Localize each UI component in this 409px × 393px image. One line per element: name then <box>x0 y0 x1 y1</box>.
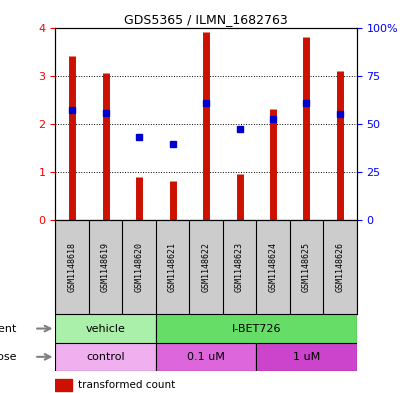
Bar <box>155 314 356 343</box>
Text: 1 uM: 1 uM <box>292 352 319 362</box>
Text: I-BET726: I-BET726 <box>231 323 280 334</box>
Text: GSM1148622: GSM1148622 <box>201 242 210 292</box>
Text: GSM1148623: GSM1148623 <box>234 242 243 292</box>
Title: GDS5365 / ILMN_1682763: GDS5365 / ILMN_1682763 <box>124 13 287 26</box>
Text: GSM1148618: GSM1148618 <box>67 242 76 292</box>
Bar <box>55 378 72 391</box>
Text: GSM1148626: GSM1148626 <box>335 242 344 292</box>
Text: GSM1148620: GSM1148620 <box>134 242 143 292</box>
Text: agent: agent <box>0 323 16 334</box>
Text: GSM1148625: GSM1148625 <box>301 242 310 292</box>
Bar <box>55 343 155 371</box>
Text: 0.1 uM: 0.1 uM <box>187 352 225 362</box>
Text: GSM1148619: GSM1148619 <box>101 242 110 292</box>
Text: control: control <box>86 352 125 362</box>
Text: transformed count: transformed count <box>78 380 175 390</box>
Text: dose: dose <box>0 352 16 362</box>
Text: GSM1148621: GSM1148621 <box>168 242 177 292</box>
Text: GSM1148624: GSM1148624 <box>268 242 277 292</box>
Bar <box>256 343 356 371</box>
Bar <box>55 314 155 343</box>
Bar <box>155 343 256 371</box>
Text: vehicle: vehicle <box>85 323 125 334</box>
